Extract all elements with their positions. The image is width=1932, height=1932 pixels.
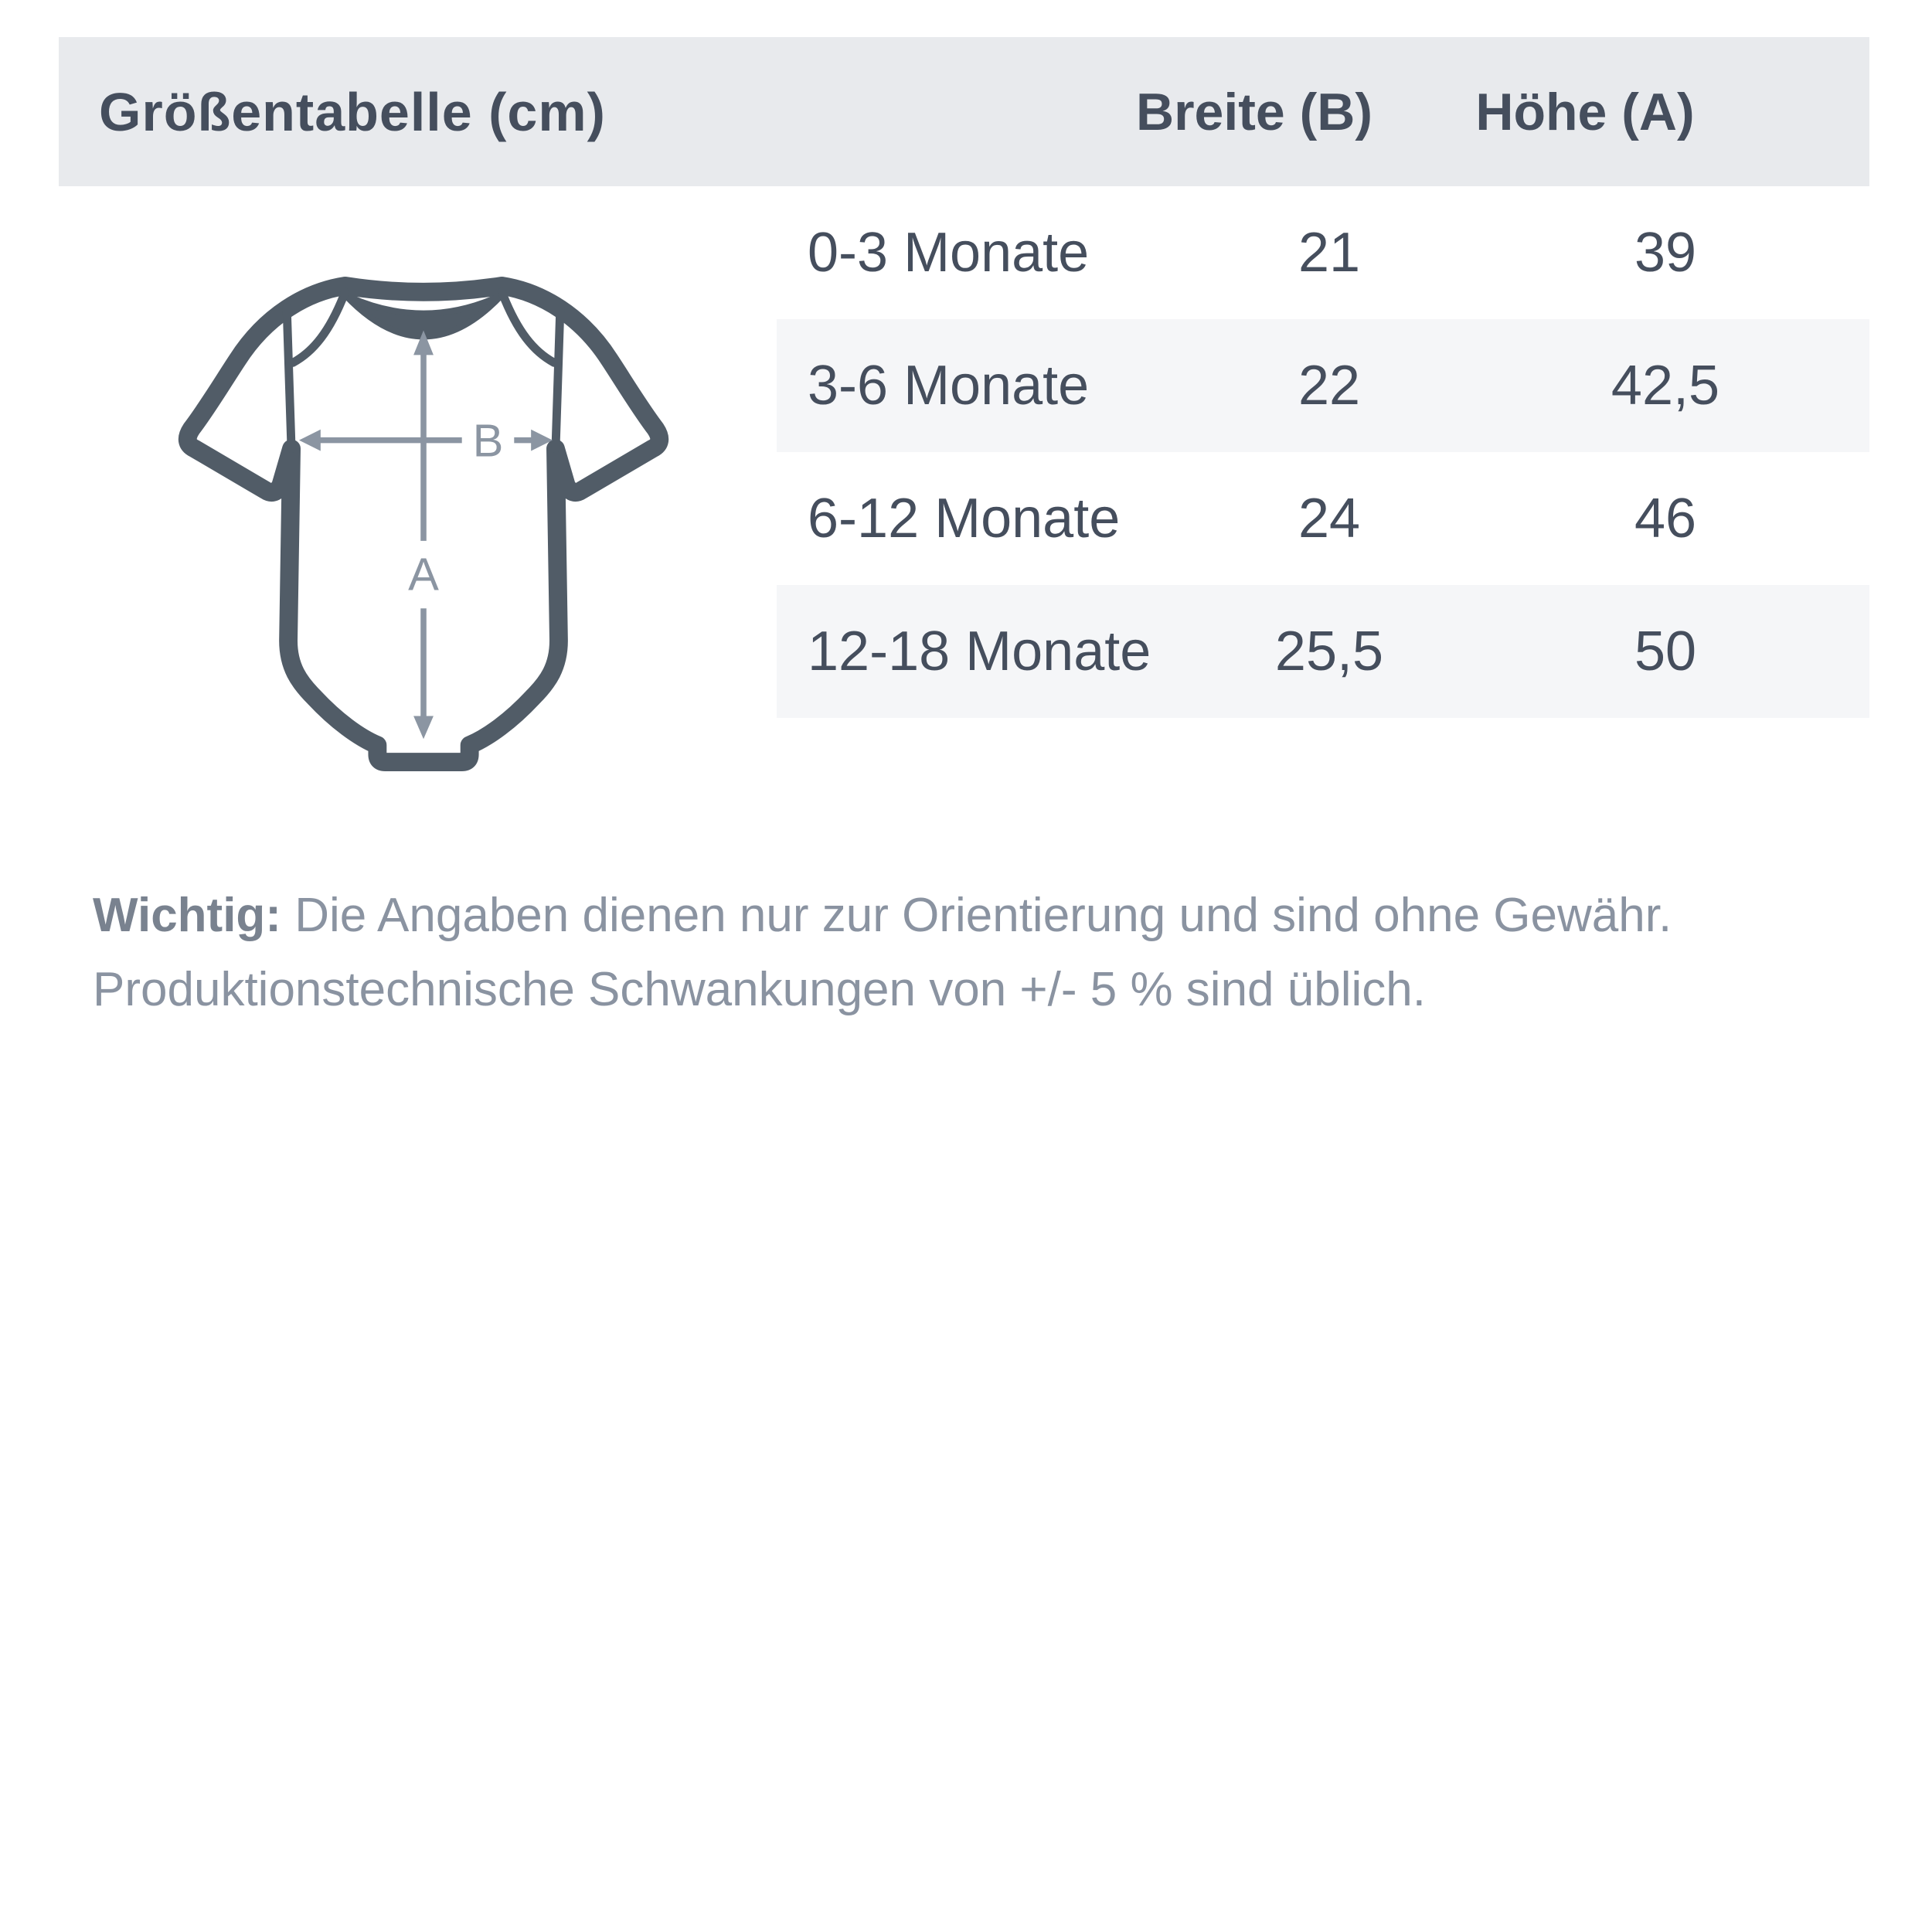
disclaimer-note: Wichtig: Die Angaben dienen nur zur Orie… [93, 879, 1855, 1027]
width-arrow [299, 429, 553, 451]
row-label: 0-3 Monate [808, 222, 1090, 284]
row-label: 6-12 Monate [808, 488, 1121, 549]
disclaimer-label: Wichtig: [93, 889, 281, 942]
size-chart-header: Größentabelle (cm) Breite (B) Höhe (A) [59, 37, 1869, 186]
baby-bodysuit-icon: A B [178, 276, 669, 772]
size-table: 0-3 Monate 21 39 3-6 Monate 22 42,5 6-12… [777, 186, 1869, 718]
column-header-breite: Breite (B) [1135, 82, 1373, 141]
row-width-value: 22 [1298, 355, 1361, 417]
bodysuit-raglan-seams [282, 287, 565, 454]
column-header-hoehe: Höhe (A) [1475, 82, 1695, 141]
page-title: Größentabelle (cm) [99, 81, 606, 142]
row-height-value: 42,5 [1611, 355, 1720, 417]
row-height-value: 46 [1634, 488, 1697, 549]
disclaimer-text-1: Die Angaben dienen nur zur Orientierung … [294, 889, 1672, 942]
table-row: 0-3 Monate 21 39 [777, 186, 1869, 319]
row-height-value: 39 [1634, 222, 1697, 284]
row-height-value: 50 [1634, 621, 1697, 682]
disclaimer-text-2: Produktionstechnische Schwankungen von +… [93, 963, 1426, 1016]
row-label: 3-6 Monate [808, 355, 1090, 417]
table-row: 3-6 Monate 22 42,5 [777, 319, 1869, 452]
row-width-value: 24 [1298, 488, 1361, 549]
table-row: 12-18 Monate 25,5 50 [777, 585, 1869, 718]
table-row: 6-12 Monate 24 46 [777, 452, 1869, 585]
height-arrow [413, 330, 434, 740]
row-label: 12-18 Monate [808, 621, 1151, 682]
width-arrow-label: B [473, 415, 504, 467]
disclaimer-line-1: Wichtig: Die Angaben dienen nur zur Orie… [93, 889, 1672, 942]
height-arrow-label: A [408, 548, 439, 600]
row-width-value: 21 [1298, 222, 1361, 284]
row-width-value: 25,5 [1274, 621, 1384, 682]
